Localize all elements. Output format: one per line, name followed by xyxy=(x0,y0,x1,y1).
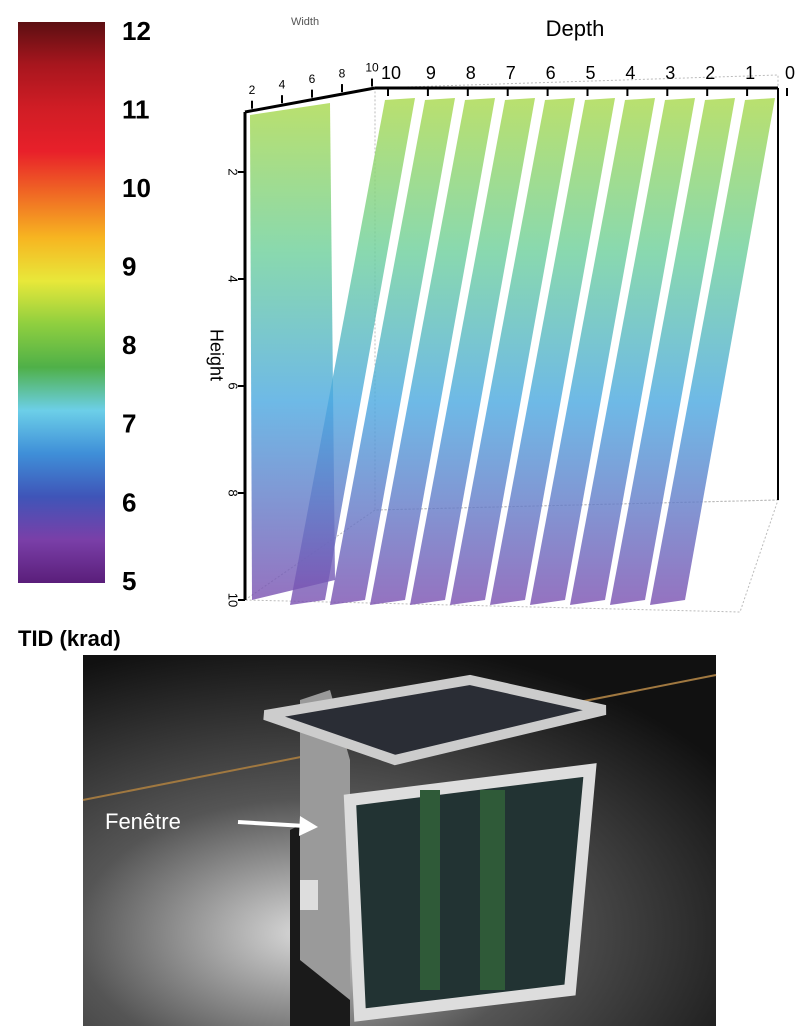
depth-tick-label: 1 xyxy=(745,63,755,83)
colorbar-tick-label: 11 xyxy=(122,94,150,124)
slice xyxy=(330,98,455,605)
colorbar-tick-label: 12 xyxy=(122,16,151,46)
width-label: Width xyxy=(291,16,319,28)
slice xyxy=(450,98,575,605)
colorbar-tick-label: 8 xyxy=(122,330,136,360)
slice xyxy=(570,98,695,605)
colorbar xyxy=(18,22,105,583)
annotation: Fenêtre xyxy=(105,809,181,834)
height-label: Height xyxy=(206,329,226,381)
slice xyxy=(410,98,535,605)
colorbar-tick-label: 9 xyxy=(122,252,136,282)
arrow xyxy=(237,816,318,836)
height-tick-label: 4 xyxy=(226,275,241,282)
height-tick-label: 2 xyxy=(226,168,241,175)
depth-tick-label: 10 xyxy=(381,63,401,83)
slice xyxy=(650,98,775,605)
photo xyxy=(82,655,717,1026)
depth-tick-label: 6 xyxy=(546,63,556,83)
depth-tick-label: 2 xyxy=(705,63,715,83)
slice xyxy=(530,98,655,605)
depth-tick-label: 3 xyxy=(665,63,675,83)
width-tick-label: 6 xyxy=(309,72,316,86)
depth-tick-label: 5 xyxy=(585,63,595,83)
depth-label: Depth xyxy=(546,16,605,41)
slice xyxy=(250,103,335,600)
width-tick-label: 8 xyxy=(339,66,346,80)
colorbar-title: TID (krad) xyxy=(18,626,121,651)
depth-tick-label: 0 xyxy=(785,63,795,83)
width-tick-label: 4 xyxy=(279,77,286,91)
width-tick-label: 2 xyxy=(249,83,256,97)
depth-tick-label: 4 xyxy=(625,63,635,83)
depth-tick-label: 7 xyxy=(506,63,516,83)
plot-3d xyxy=(243,74,779,613)
depth-tick-label: 8 xyxy=(466,63,476,83)
colorbar-tick-label: 10 xyxy=(122,173,151,203)
width-tick-label: 10 xyxy=(365,61,379,75)
slice xyxy=(610,98,735,605)
colorbar-tick-label: 5 xyxy=(122,566,136,596)
height-tick-label: 6 xyxy=(226,382,241,389)
height-tick-label: 8 xyxy=(226,489,241,496)
slice xyxy=(490,98,615,605)
colorbar-tick-label: 6 xyxy=(122,487,136,517)
colorbar-tick-label: 7 xyxy=(122,409,136,439)
height-tick-label: 10 xyxy=(226,593,241,607)
slice xyxy=(370,98,495,605)
depth-tick-label: 9 xyxy=(426,63,436,83)
